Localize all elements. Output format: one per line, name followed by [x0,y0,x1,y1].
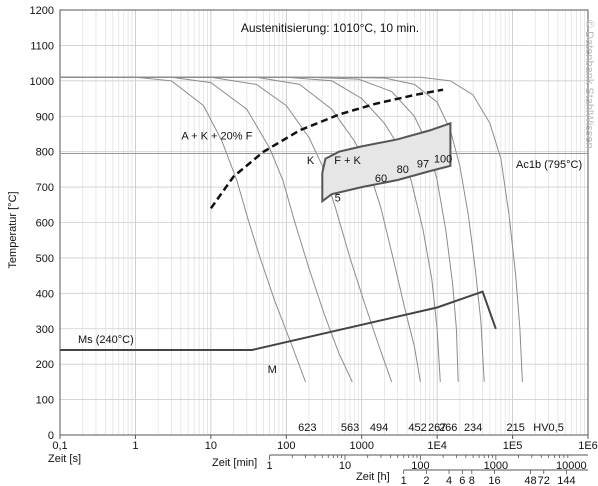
x-axis-label-hours: Zeit [h] [356,471,390,483]
x-tick-label: 1E4 [427,440,447,452]
hardness-label: 452 [408,422,426,434]
overlay-marks [60,88,588,351]
ferrite-carbide-region [321,121,452,204]
y-tick-label: 500 [36,253,54,265]
region-label: 5 [335,192,341,204]
hardness-label: 267 [428,422,446,434]
y-tick-label: 600 [36,218,54,230]
cooling-curve [60,76,306,383]
region-label: F + K [334,155,361,167]
region-label: M [268,364,277,376]
y-tick-label: 400 [36,288,54,300]
hardness-label: 266 [439,422,457,434]
x-axis-label-minutes: Zeit [min] [212,457,257,469]
x-tick-label: 0,1 [52,440,67,452]
carbide-start-dashed-line [209,88,444,210]
region-label: 60 [375,173,387,185]
y-tick-label: 100 [36,395,54,407]
y-tick-label: 0 [48,430,54,442]
x-tick-label: 10 [205,440,217,452]
cooling-curve [60,76,353,383]
hardness-label: 623 [298,422,316,434]
grid [59,9,589,436]
region-label: 80 [397,164,409,176]
minutes-tick-label: 1000 [484,460,508,472]
region-label: A + K + 20% F [181,130,252,142]
y-tick-label: 1000 [30,76,54,88]
cooling-curve [60,76,393,383]
y-tick-label: 1200 [30,5,54,17]
hours-tick-label: 144 [557,475,575,486]
watermark-text: © Datenbank StahlWissen [583,20,595,149]
hardness-label: 234 [464,422,482,434]
minutes-tick-label: 10000 [556,460,587,472]
hardness-label: 563 [341,422,359,434]
hardness-label: HV0,5 [533,422,564,434]
chart-title: Austenitisierung: 1010°C, 10 min. [241,21,419,35]
tick-labels: 0100200300400500600700800900100011001200… [30,5,598,486]
hours-tick-label: 16 [488,475,500,486]
hours-tick-label: 8 [469,475,475,486]
region-label: 100 [434,153,452,165]
y-tick-label: 200 [36,359,54,371]
x-tick-label: 1 [132,440,138,452]
plot-frame [59,9,589,436]
hours-tick-label: 72 [538,475,550,486]
x-axis-label-seconds: Zeit [s] [48,453,81,465]
y-tick-label: 900 [36,111,54,123]
ms-label: Ms (240°C) [78,334,134,346]
y-tick-label: 700 [36,182,54,194]
y-tick-label: 1100 [30,40,54,52]
hours-tick-label: 1 [401,475,407,486]
hardness-label: 494 [370,422,388,434]
x-tick-label: 1000 [349,440,373,452]
minutes-tick-label: 10 [339,460,351,472]
region-label: 97 [417,159,429,171]
ac1b-label: Ac1b (795°C) [516,159,582,171]
region-label: K [307,155,315,167]
hours-tick-label: 6 [459,475,465,486]
y-tick-label: 800 [36,147,54,159]
minutes-tick-label: 1 [266,460,272,472]
hardness-label: 215 [507,422,525,434]
x-tick-label: 1E5 [503,440,523,452]
minutes-tick-label: 100 [411,460,429,472]
cooling-curve [60,76,523,382]
x-tick-label: 1E6 [578,440,598,452]
x-tick-label: 100 [277,440,295,452]
ms-line [60,290,497,351]
y-axis-label: Temperatur [°C] [7,191,19,268]
hours-tick-label: 48 [524,475,536,486]
hours-tick-label: 2 [423,475,429,486]
hours-tick-label: 4 [446,475,452,486]
y-tick-label: 300 [36,324,54,336]
